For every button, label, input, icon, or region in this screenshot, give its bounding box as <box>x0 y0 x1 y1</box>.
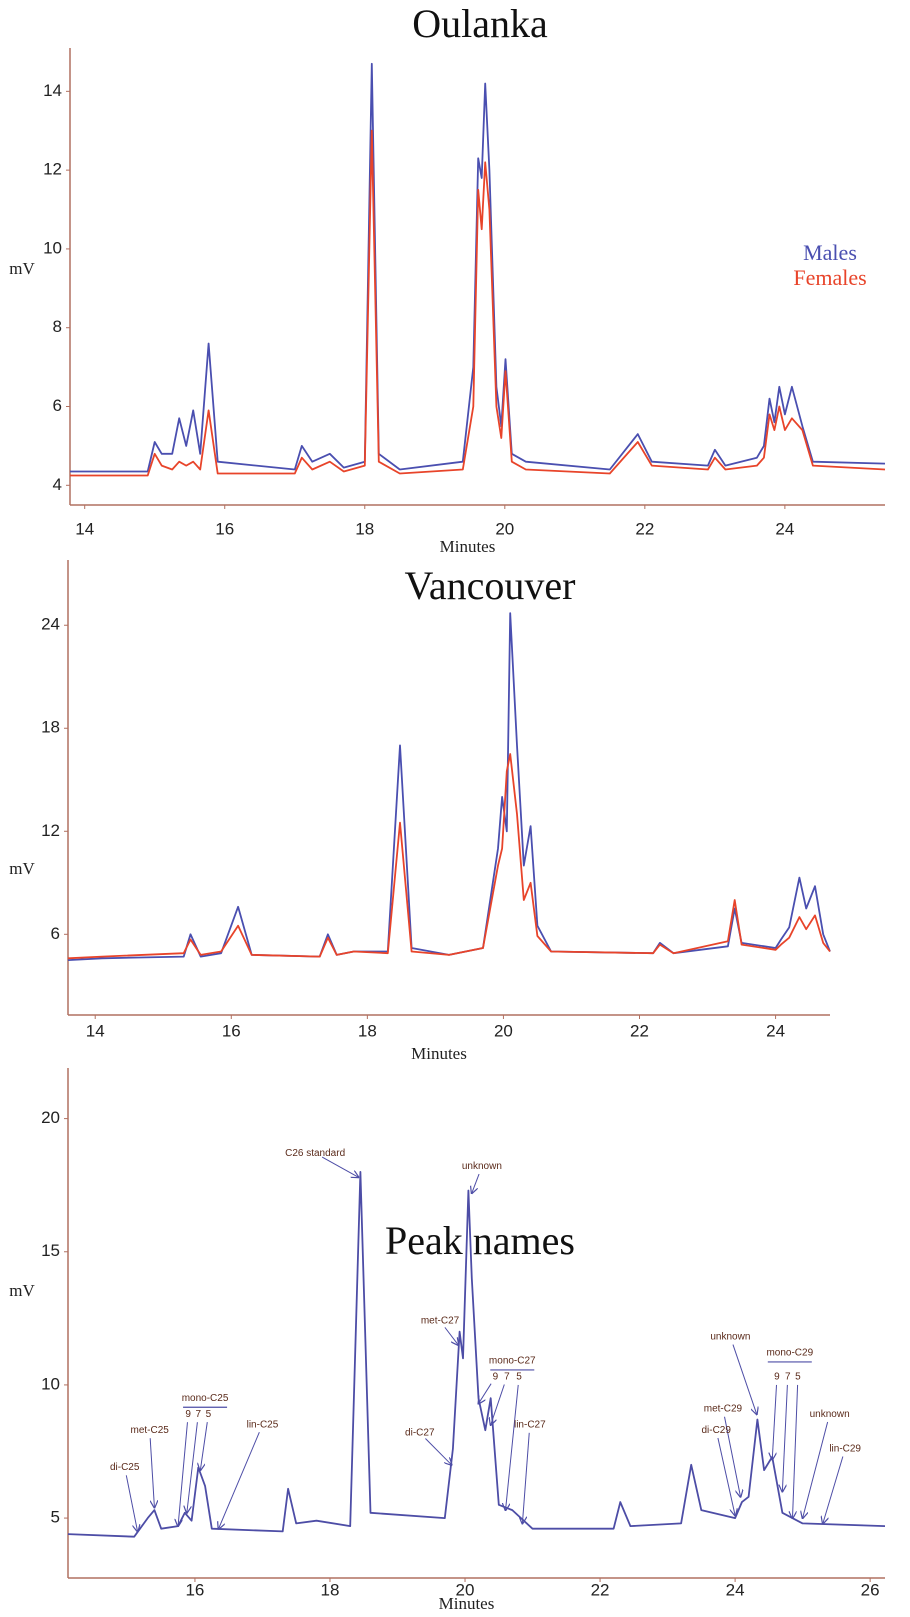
annotation: 7 <box>785 1372 791 1383</box>
x-axis-label: Minutes <box>439 1594 495 1612</box>
x-tick-label: 20 <box>495 519 514 538</box>
chart-title: Oulanka <box>412 1 548 46</box>
annotation: met-C25 <box>131 1425 170 1436</box>
annotation-arrow <box>491 1384 505 1425</box>
annotation: unknown <box>810 1409 850 1420</box>
chart-title: Peak names <box>385 1218 575 1263</box>
x-tick-label: 22 <box>630 1021 649 1040</box>
x-tick-label: 16 <box>215 519 234 538</box>
y-tick-label: 10 <box>43 238 62 257</box>
legend-entry: Females <box>793 265 866 290</box>
annotation: 5 <box>795 1372 801 1383</box>
x-tick-label: 24 <box>775 519 794 538</box>
x-tick-label: 18 <box>355 519 374 538</box>
annotation: mono-C29 <box>766 1348 813 1359</box>
x-tick-label: 18 <box>321 1580 340 1599</box>
y-tick-label: 4 <box>53 475 62 494</box>
x-tick-label: 20 <box>494 1021 513 1040</box>
annotation: mono-C27 <box>489 1356 536 1367</box>
annotation-arrow <box>178 1422 188 1526</box>
annotation-arrow <box>472 1173 480 1193</box>
x-tick-label: 14 <box>86 1021 105 1040</box>
annotation-arrow <box>724 1416 741 1497</box>
annotation-arrow <box>506 1384 519 1510</box>
annotation: unknown <box>710 1332 750 1343</box>
y-tick-label: 18 <box>41 718 60 737</box>
y-tick-label: 12 <box>41 821 60 840</box>
y-tick-label: 5 <box>51 1508 60 1527</box>
y-tick-label: 12 <box>43 160 62 179</box>
annotation: met-C29 <box>704 1404 743 1415</box>
annotation: lin-C29 <box>829 1443 861 1454</box>
y-tick-label: 6 <box>51 924 60 943</box>
x-tick-label: 16 <box>222 1021 241 1040</box>
annotation-arrow <box>321 1156 358 1177</box>
legend-entry: Males <box>803 240 857 265</box>
annotation: 7 <box>196 1409 202 1420</box>
x-tick-label: 22 <box>591 1580 610 1599</box>
x-tick-label: 26 <box>861 1580 880 1599</box>
annotation-arrow <box>479 1383 492 1404</box>
annotation: lin-C27 <box>514 1420 546 1431</box>
annotation-arrow <box>772 1384 778 1460</box>
series-line <box>70 62 886 473</box>
annotation: C26 standard <box>285 1148 345 1159</box>
y-axis-label: mV <box>9 859 35 878</box>
series-line <box>67 1171 886 1538</box>
y-tick-label: 14 <box>43 81 62 100</box>
annotation-arrow <box>219 1432 260 1528</box>
x-tick-label: 20 <box>456 1580 475 1599</box>
annotation-arrow <box>149 1438 154 1507</box>
y-tick-label: 24 <box>41 615 60 634</box>
annotation: di-C25 <box>110 1462 140 1473</box>
annotation-arrow <box>187 1422 198 1513</box>
x-axis-label: Minutes <box>411 1044 467 1063</box>
annotation: 5 <box>206 1409 212 1420</box>
annotation: mono-C25 <box>182 1393 229 1404</box>
annotation-arrow <box>717 1437 735 1515</box>
annotation-arrow <box>823 1456 844 1524</box>
y-axis-label: mV <box>9 1281 35 1300</box>
annotation: 5 <box>516 1372 522 1383</box>
annotation: 9 <box>185 1409 191 1420</box>
annotation-arrow <box>782 1384 788 1492</box>
x-tick-label: 22 <box>635 519 654 538</box>
x-tick-label: 16 <box>185 1580 204 1599</box>
y-tick-label: 10 <box>41 1374 60 1393</box>
annotation: di-C29 <box>701 1425 731 1436</box>
y-tick-label: 15 <box>41 1241 60 1260</box>
annotation: 9 <box>493 1372 499 1383</box>
annotation: unknown <box>462 1161 502 1172</box>
annotation-arrow <box>803 1421 829 1518</box>
annotation-arrow <box>125 1475 137 1531</box>
annotation: 9 <box>774 1372 780 1383</box>
annotation-arrow <box>522 1432 530 1524</box>
x-tick-label: 18 <box>358 1021 377 1040</box>
series-line <box>67 612 831 961</box>
x-tick-label: 14 <box>75 519 94 538</box>
y-tick-label: 8 <box>53 317 62 336</box>
annotation-arrow <box>792 1384 799 1518</box>
chart-title: Vancouver <box>404 563 575 608</box>
annotation-arrow <box>425 1438 451 1465</box>
x-tick-label: 24 <box>766 1021 785 1040</box>
x-tick-label: 24 <box>726 1580 745 1599</box>
y-axis-label: mV <box>9 259 35 278</box>
annotation-arrow <box>444 1327 458 1345</box>
x-axis-label: Minutes <box>440 537 496 556</box>
annotation: met-C27 <box>421 1316 460 1327</box>
annotation-arrow <box>732 1344 757 1415</box>
y-tick-label: 6 <box>53 396 62 415</box>
series-line <box>67 753 831 960</box>
annotation: 7 <box>504 1372 510 1383</box>
annotation: lin-C25 <box>247 1420 279 1431</box>
annotation-arrow <box>200 1422 208 1470</box>
y-tick-label: 20 <box>41 1108 60 1127</box>
series-line <box>70 129 886 477</box>
annotation: di-C27 <box>405 1427 435 1438</box>
